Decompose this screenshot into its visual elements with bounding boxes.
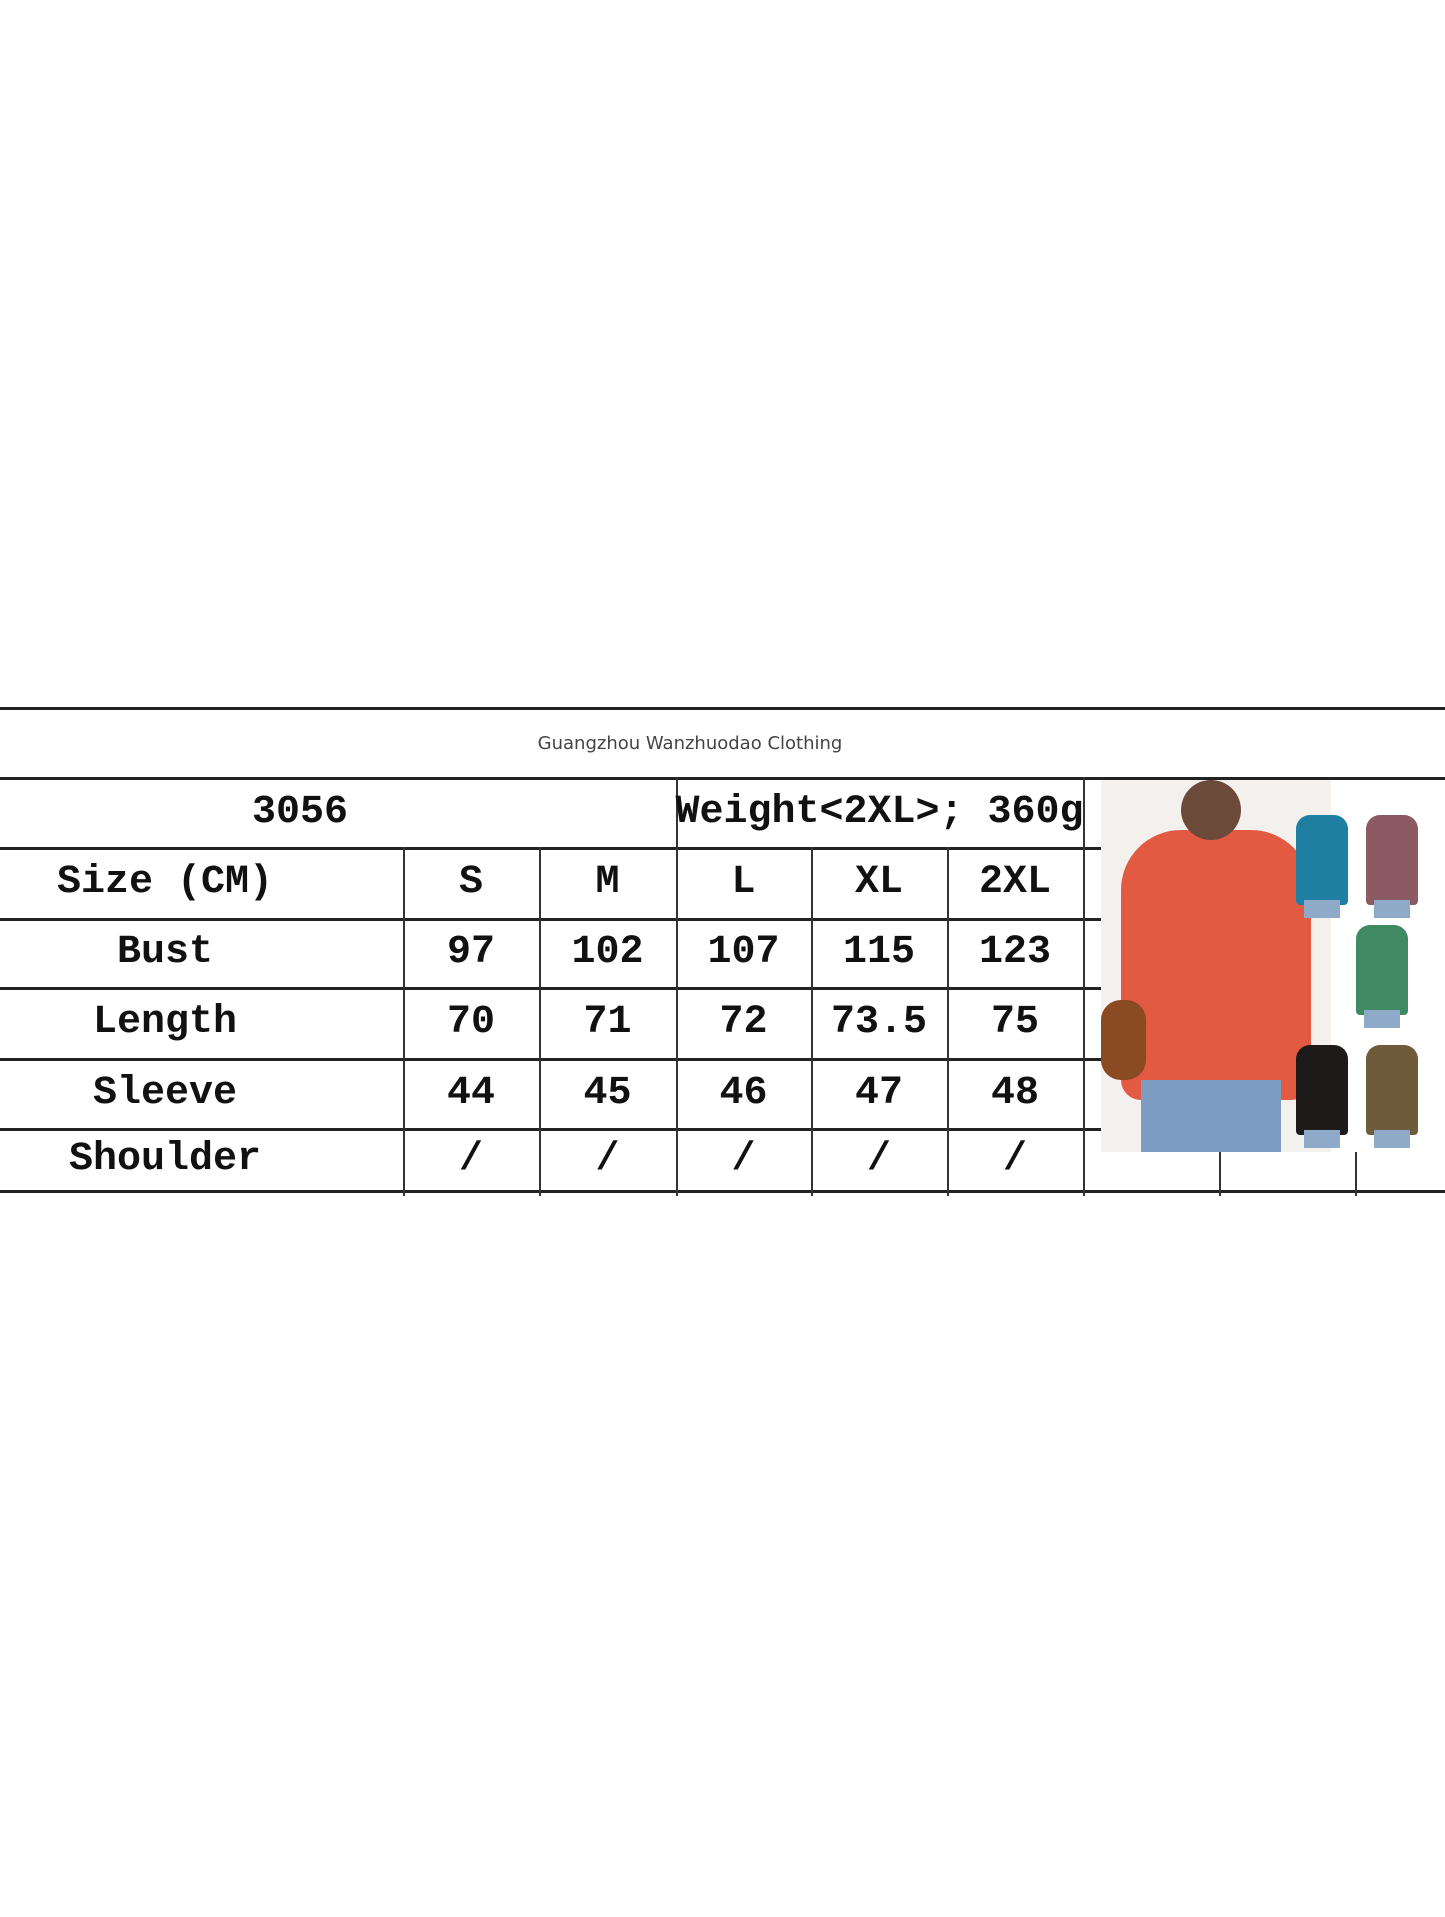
table-divider — [1083, 777, 1085, 1196]
measurement-cell: 75 — [990, 1000, 1039, 1045]
measurement-cell: 48 — [990, 1070, 1039, 1116]
table-divider — [676, 777, 678, 1196]
row-label: Size (CM) — [56, 860, 274, 905]
row-label: Length — [92, 1000, 238, 1045]
measurement-cell: 45 — [583, 1070, 632, 1116]
jeans-detail — [1304, 900, 1340, 918]
color-variant-thumbnail — [1366, 815, 1418, 905]
table-rule — [0, 1190, 1445, 1193]
jeans-detail — [1364, 1010, 1400, 1028]
table-rule — [0, 777, 1445, 780]
color-variant-thumbnail — [1296, 815, 1348, 905]
product-photo — [1101, 780, 1445, 1152]
measurement-cell: 97 — [446, 930, 495, 975]
table-divider — [947, 847, 949, 1196]
table-rule — [0, 1058, 1445, 1061]
jeans-detail — [1374, 900, 1410, 918]
measurement-cell: / — [595, 1136, 620, 1182]
measurement-cell: 102 — [571, 930, 644, 975]
measurement-cell: / — [731, 1136, 756, 1182]
measurement-cell: 70 — [446, 1000, 495, 1045]
measurement-cell: 47 — [854, 1070, 903, 1116]
measurement-cell: 73.5 — [830, 1000, 927, 1045]
measurement-cell: 115 — [842, 930, 915, 975]
size-header: 2XL — [978, 860, 1051, 905]
weight-info: Weight<2XL>; 360g — [675, 789, 1084, 835]
color-variant-thumbnail — [1366, 1045, 1418, 1135]
size-header: XL — [854, 860, 903, 905]
row-label: Bust — [116, 930, 213, 975]
table-rule — [0, 847, 1445, 850]
model-number: 3056 — [251, 789, 348, 835]
row-label: Sleeve — [92, 1070, 238, 1116]
model-main-image — [1101, 780, 1331, 1152]
table-rule — [0, 707, 1445, 710]
size-header: M — [595, 860, 620, 905]
measurement-cell: 107 — [707, 930, 780, 975]
measurement-cell: 44 — [446, 1070, 495, 1116]
size-header: L — [731, 860, 756, 905]
table-divider — [1219, 1152, 1221, 1196]
jeans-detail — [1374, 1130, 1410, 1148]
table-divider — [811, 847, 813, 1196]
measurement-cell: 72 — [719, 1000, 768, 1045]
jeans-detail — [1304, 1130, 1340, 1148]
table-rule — [0, 1128, 1445, 1131]
brand-text: Guangzhou Wanzhuodao Clothing — [537, 732, 843, 754]
size-header: S — [458, 860, 483, 905]
measurement-cell: / — [458, 1136, 483, 1182]
table-divider — [1355, 1152, 1357, 1196]
table-rule — [0, 918, 1445, 921]
color-variant-thumbnail — [1356, 925, 1408, 1015]
measurement-cell: 46 — [719, 1070, 768, 1116]
color-variant-thumbnail — [1296, 1045, 1348, 1135]
measurement-cell: / — [1002, 1136, 1027, 1182]
measurement-cell: / — [866, 1136, 891, 1182]
measurement-cell: 123 — [978, 930, 1051, 975]
table-divider — [403, 847, 405, 1196]
table-divider — [539, 847, 541, 1196]
measurement-cell: 71 — [583, 1000, 632, 1045]
row-label: Shoulder — [68, 1136, 262, 1182]
table-rule — [0, 987, 1445, 990]
